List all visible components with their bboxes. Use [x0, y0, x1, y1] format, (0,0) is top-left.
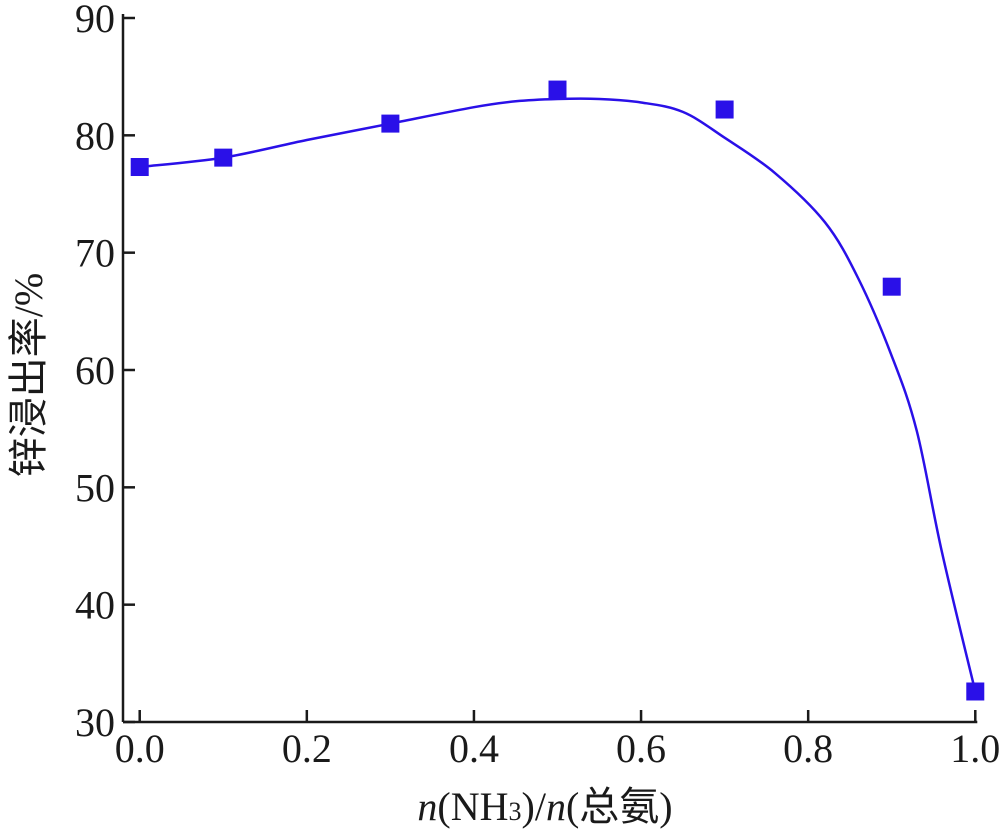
x-tick-label: 0.2: [282, 726, 332, 771]
data-point: [381, 114, 400, 133]
x-axis-title-close1: )/: [522, 784, 547, 829]
x-axis-title-n1: n: [417, 784, 437, 829]
y-tick-label: 80: [75, 113, 115, 158]
y-axis-title: 锌浸出率/%: [6, 273, 51, 477]
x-axis-title-rest: (总氨): [566, 784, 673, 829]
x-axis-title-open1: (NH: [437, 784, 508, 829]
data-point: [548, 80, 567, 99]
x-ticks: 0.0 0.2 0.4 0.6 0.8 1.0: [115, 710, 1000, 771]
data-point: [214, 148, 233, 167]
x-axis-title-sub: 3: [509, 797, 522, 826]
x-axis-title: n(NH3)/n(总氨): [417, 784, 672, 829]
x-tick-label: 0.0: [115, 726, 165, 771]
axes: [121, 14, 978, 724]
data-point: [130, 158, 149, 177]
y-ticks: 30 40 50 60 70 80 90: [75, 0, 135, 745]
data-point: [966, 682, 985, 701]
y-tick-label: 70: [75, 231, 115, 276]
fit-curve: [139, 97, 977, 692]
data-point: [882, 277, 901, 296]
y-tick-label: 60: [75, 348, 115, 393]
x-tick-label: 0.6: [616, 726, 666, 771]
y-tick-label: 30: [75, 700, 115, 745]
x-tick-label: 0.8: [783, 726, 833, 771]
data-points: [130, 80, 985, 701]
x-axis-title-n2: n: [546, 784, 566, 829]
x-tick-label: 0.4: [449, 726, 499, 771]
y-tick-label: 90: [75, 0, 115, 41]
fit-curve-group: [139, 97, 977, 692]
y-tick-label: 40: [75, 583, 115, 628]
x-tick-label: 1.0: [950, 726, 1000, 771]
data-point: [715, 100, 734, 119]
y-tick-label: 50: [75, 465, 115, 510]
